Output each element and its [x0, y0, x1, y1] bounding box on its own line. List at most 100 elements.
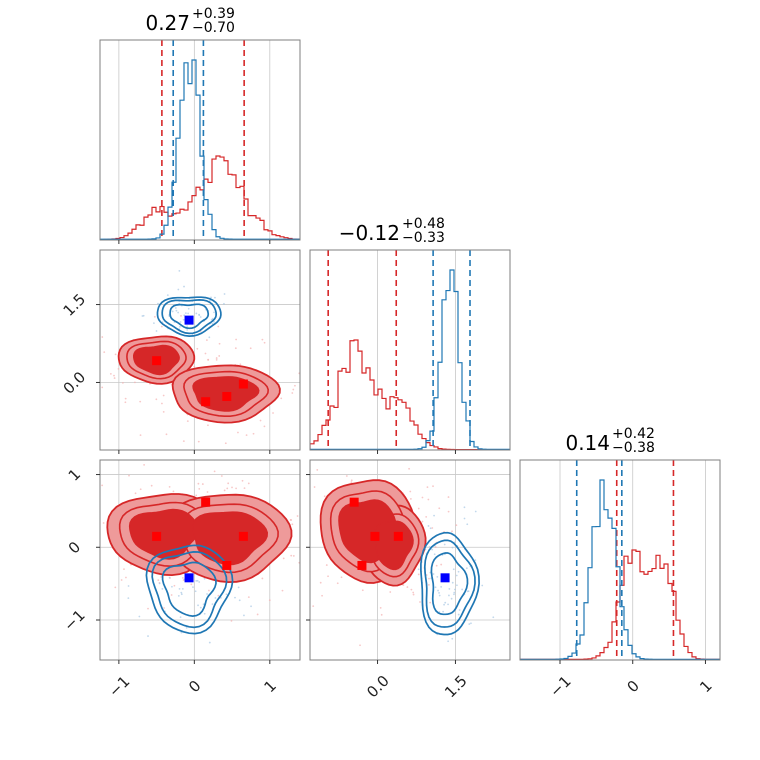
marker-red [357, 560, 367, 570]
sample-point-red [291, 392, 294, 394]
sample-point-red [295, 588, 297, 590]
sample-point-blue [198, 314, 201, 316]
sample-point-blue [214, 296, 216, 299]
sample-point-blue [192, 586, 194, 589]
sample-point-blue [451, 546, 454, 549]
axis-frame [309, 249, 511, 451]
sample-point-red [327, 575, 329, 578]
sample-point-blue [210, 318, 213, 321]
sample-point-blue [466, 523, 469, 526]
sample-point-red [51, 337, 53, 339]
sample-point-red [302, 400, 304, 402]
x-tick-label: 1.5 [441, 672, 471, 702]
sample-point-blue [448, 594, 450, 597]
sample-point-red [120, 579, 123, 581]
sample-point-blue [466, 590, 469, 593]
y-tick-label: −1 [60, 606, 88, 634]
sample-point-blue [185, 626, 188, 629]
sample-point-red [125, 576, 127, 579]
sample-point-red [160, 576, 163, 578]
sample-point-red [340, 576, 343, 579]
sample-point-red [387, 455, 389, 457]
x-tick-label: 0 [185, 677, 204, 696]
sample-point-red [34, 499, 36, 501]
sample-point-red [410, 588, 413, 591]
sample-point-blue [157, 302, 159, 305]
sample-point-red [316, 469, 319, 471]
title-plus: +0.48 [402, 216, 445, 232]
sample-point-blue [147, 635, 149, 637]
marker-red [238, 379, 248, 389]
sample-point-blue [195, 579, 198, 582]
sample-point-red [361, 589, 364, 592]
sample-point-blue [434, 586, 437, 589]
sample-point-red [379, 606, 382, 609]
sample-point-red [226, 487, 229, 490]
sample-point-blue [461, 588, 464, 591]
sample-point-blue [178, 269, 181, 272]
sample-point-blue [209, 299, 211, 302]
sample-point-red [180, 314, 182, 317]
sample-point-blue [463, 506, 466, 509]
sample-point-blue [250, 605, 252, 608]
sample-point-red [205, 339, 208, 341]
sample-point-blue [195, 312, 198, 315]
sample-point-blue [438, 594, 441, 597]
marker-red [152, 356, 162, 366]
marker-red [393, 531, 403, 541]
sample-point-red [206, 491, 209, 493]
histogram-area [310, 250, 510, 450]
sample-point-blue [456, 584, 458, 587]
sample-point-red [380, 613, 383, 616]
sample-point-blue [179, 616, 182, 619]
sample-point-blue [141, 315, 144, 317]
title-minus: −0.33 [402, 230, 445, 246]
sample-point-red [124, 401, 127, 404]
sample-point-blue [203, 612, 206, 615]
sample-point-red [412, 593, 415, 596]
contour-blue [420, 531, 480, 636]
sample-point-blue [220, 596, 222, 599]
sample-point-red [178, 454, 180, 456]
sample-point-red [134, 381, 136, 384]
sample-point-blue [180, 631, 183, 634]
sample-point-red [261, 577, 264, 580]
sample-point-blue [213, 321, 215, 323]
sample-point-red [173, 584, 176, 587]
sample-point-red [43, 561, 45, 563]
sample-point-blue [437, 589, 439, 592]
sample-point-red [162, 394, 165, 397]
sample-point-red [196, 347, 199, 350]
axis-frame [99, 39, 301, 241]
histogram-area [520, 460, 720, 660]
title-minus: −0.70 [192, 20, 235, 36]
sample-point-red [207, 424, 209, 427]
sample-point-red [296, 515, 299, 517]
sample-point-red [342, 594, 344, 596]
sample-point-blue [168, 576, 171, 579]
sample-point-red [170, 594, 173, 596]
sample-point-red [193, 365, 196, 368]
axis-frame [99, 249, 301, 451]
histogram-area [100, 40, 300, 240]
sample-point-blue [153, 322, 155, 325]
sample-point-red [319, 581, 322, 584]
density-area [51, 269, 304, 445]
sample-point-red [408, 467, 411, 470]
sample-point-red [313, 486, 316, 488]
sample-point-blue [417, 568, 420, 571]
sample-point-red [197, 482, 200, 485]
sample-point-red [409, 498, 412, 500]
sample-point-red [431, 527, 434, 529]
x-tick-label: 0 [623, 677, 642, 696]
sample-point-red [447, 496, 450, 498]
sample-point-red [406, 586, 409, 588]
sample-point-blue [198, 581, 201, 583]
sample-point-red [417, 507, 420, 510]
sample-point-red [421, 520, 424, 523]
sample-point-blue [208, 336, 211, 339]
histogram-red [100, 155, 300, 240]
sample-point-red [143, 463, 145, 466]
histogram-blue [310, 269, 510, 450]
sample-point-red [239, 363, 242, 366]
